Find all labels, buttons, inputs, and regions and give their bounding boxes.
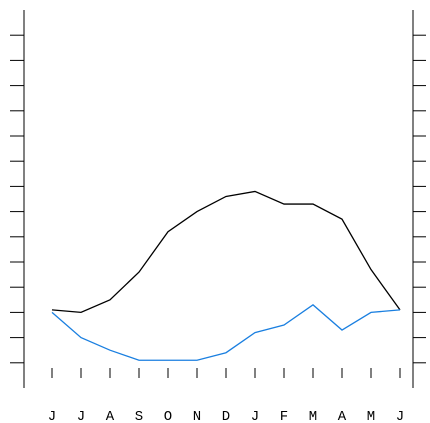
x-tick-label: J [48,409,56,423]
x-tick-label: M [367,409,375,423]
series-line [51,304,401,361]
x-tick-label: J [251,409,259,423]
x-tick-label: O [164,409,172,423]
series-line [51,190,401,314]
x-tick-label: M [309,409,317,423]
x-tick-label: S [135,409,143,423]
x-tick-label: N [193,409,201,423]
x-tick-label: A [106,409,115,423]
x-tick-label: D [222,409,230,423]
x-tick-label: J [77,409,85,423]
x-tick-label: A [338,409,347,423]
x-tick-label: F [280,409,288,423]
x-tick-label: J [396,409,404,423]
